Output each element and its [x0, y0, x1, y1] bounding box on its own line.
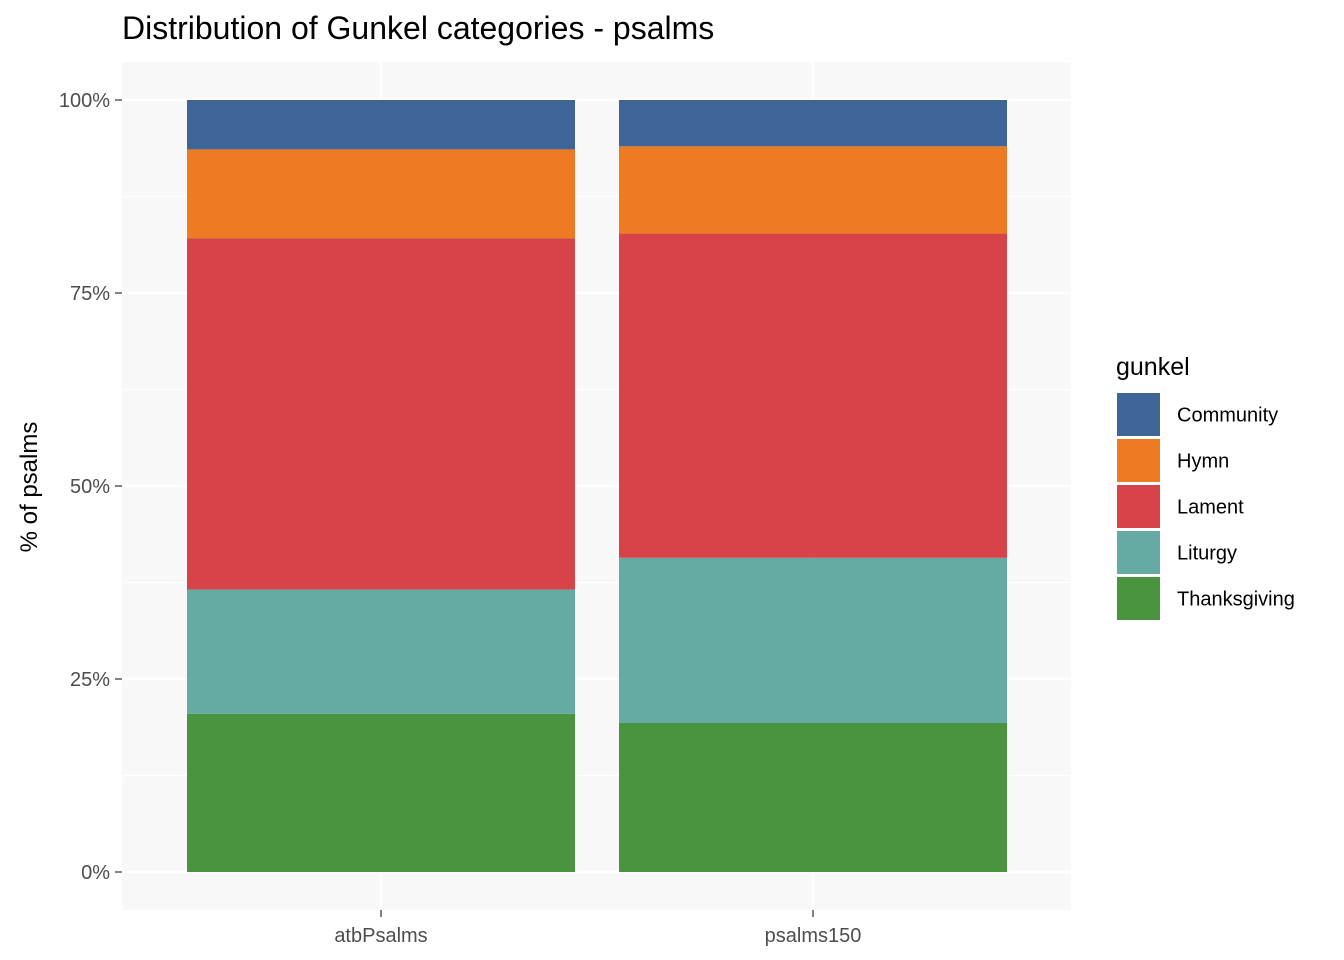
bar-psalms150-hymn: [619, 146, 1007, 234]
bar-psalms150-community: [619, 100, 1007, 147]
legend-title: gunkel: [1116, 353, 1190, 381]
axes: 0% 25% 50% 75% 100% atbPsalms psalms150: [59, 90, 862, 947]
legend-label-liturgy: Liturgy: [1177, 543, 1237, 565]
y-tick-label: 0%: [81, 862, 110, 884]
bar-psalms150-liturgy: [619, 557, 1007, 724]
y-tick-label: 25%: [70, 669, 110, 691]
bar-atbPsalms-thanksgiving: [187, 713, 575, 872]
legend-label-community: Community: [1177, 405, 1278, 427]
bar-psalms150-thanksgiving: [619, 723, 1007, 872]
legend: gunkel Community Hymn Lament Liturgy Thanksg…: [1116, 353, 1295, 620]
y-tick-label: 75%: [70, 283, 110, 305]
x-tick-label: atbPsalms: [334, 925, 427, 947]
legend-label-thanksgiving: Thanksgiving: [1177, 589, 1295, 611]
bars: [187, 100, 1007, 872]
bar-psalms150-lament: [619, 233, 1007, 558]
legend-label-lament: Lament: [1177, 497, 1244, 519]
x-tick-label: psalms150: [765, 925, 862, 947]
legend-key-community: [1117, 393, 1160, 436]
y-tick-label: 50%: [70, 476, 110, 498]
legend-key-thanksgiving: [1117, 577, 1160, 620]
legend-key-lament: [1117, 485, 1160, 528]
bar-atbPsalms-lament: [187, 238, 575, 590]
bar-atbPsalms-hymn: [187, 149, 575, 239]
legend-key-hymn: [1117, 439, 1160, 482]
y-axis-title: % of psalms: [16, 422, 43, 553]
chart-title: Distribution of Gunkel categories - psal…: [122, 10, 714, 46]
legend-key-liturgy: [1117, 531, 1160, 574]
bar-atbPsalms-liturgy: [187, 589, 575, 714]
bar-atbPsalms-community: [187, 100, 575, 150]
y-tick-label: 100%: [59, 90, 110, 112]
legend-label-hymn: Hymn: [1177, 451, 1229, 473]
